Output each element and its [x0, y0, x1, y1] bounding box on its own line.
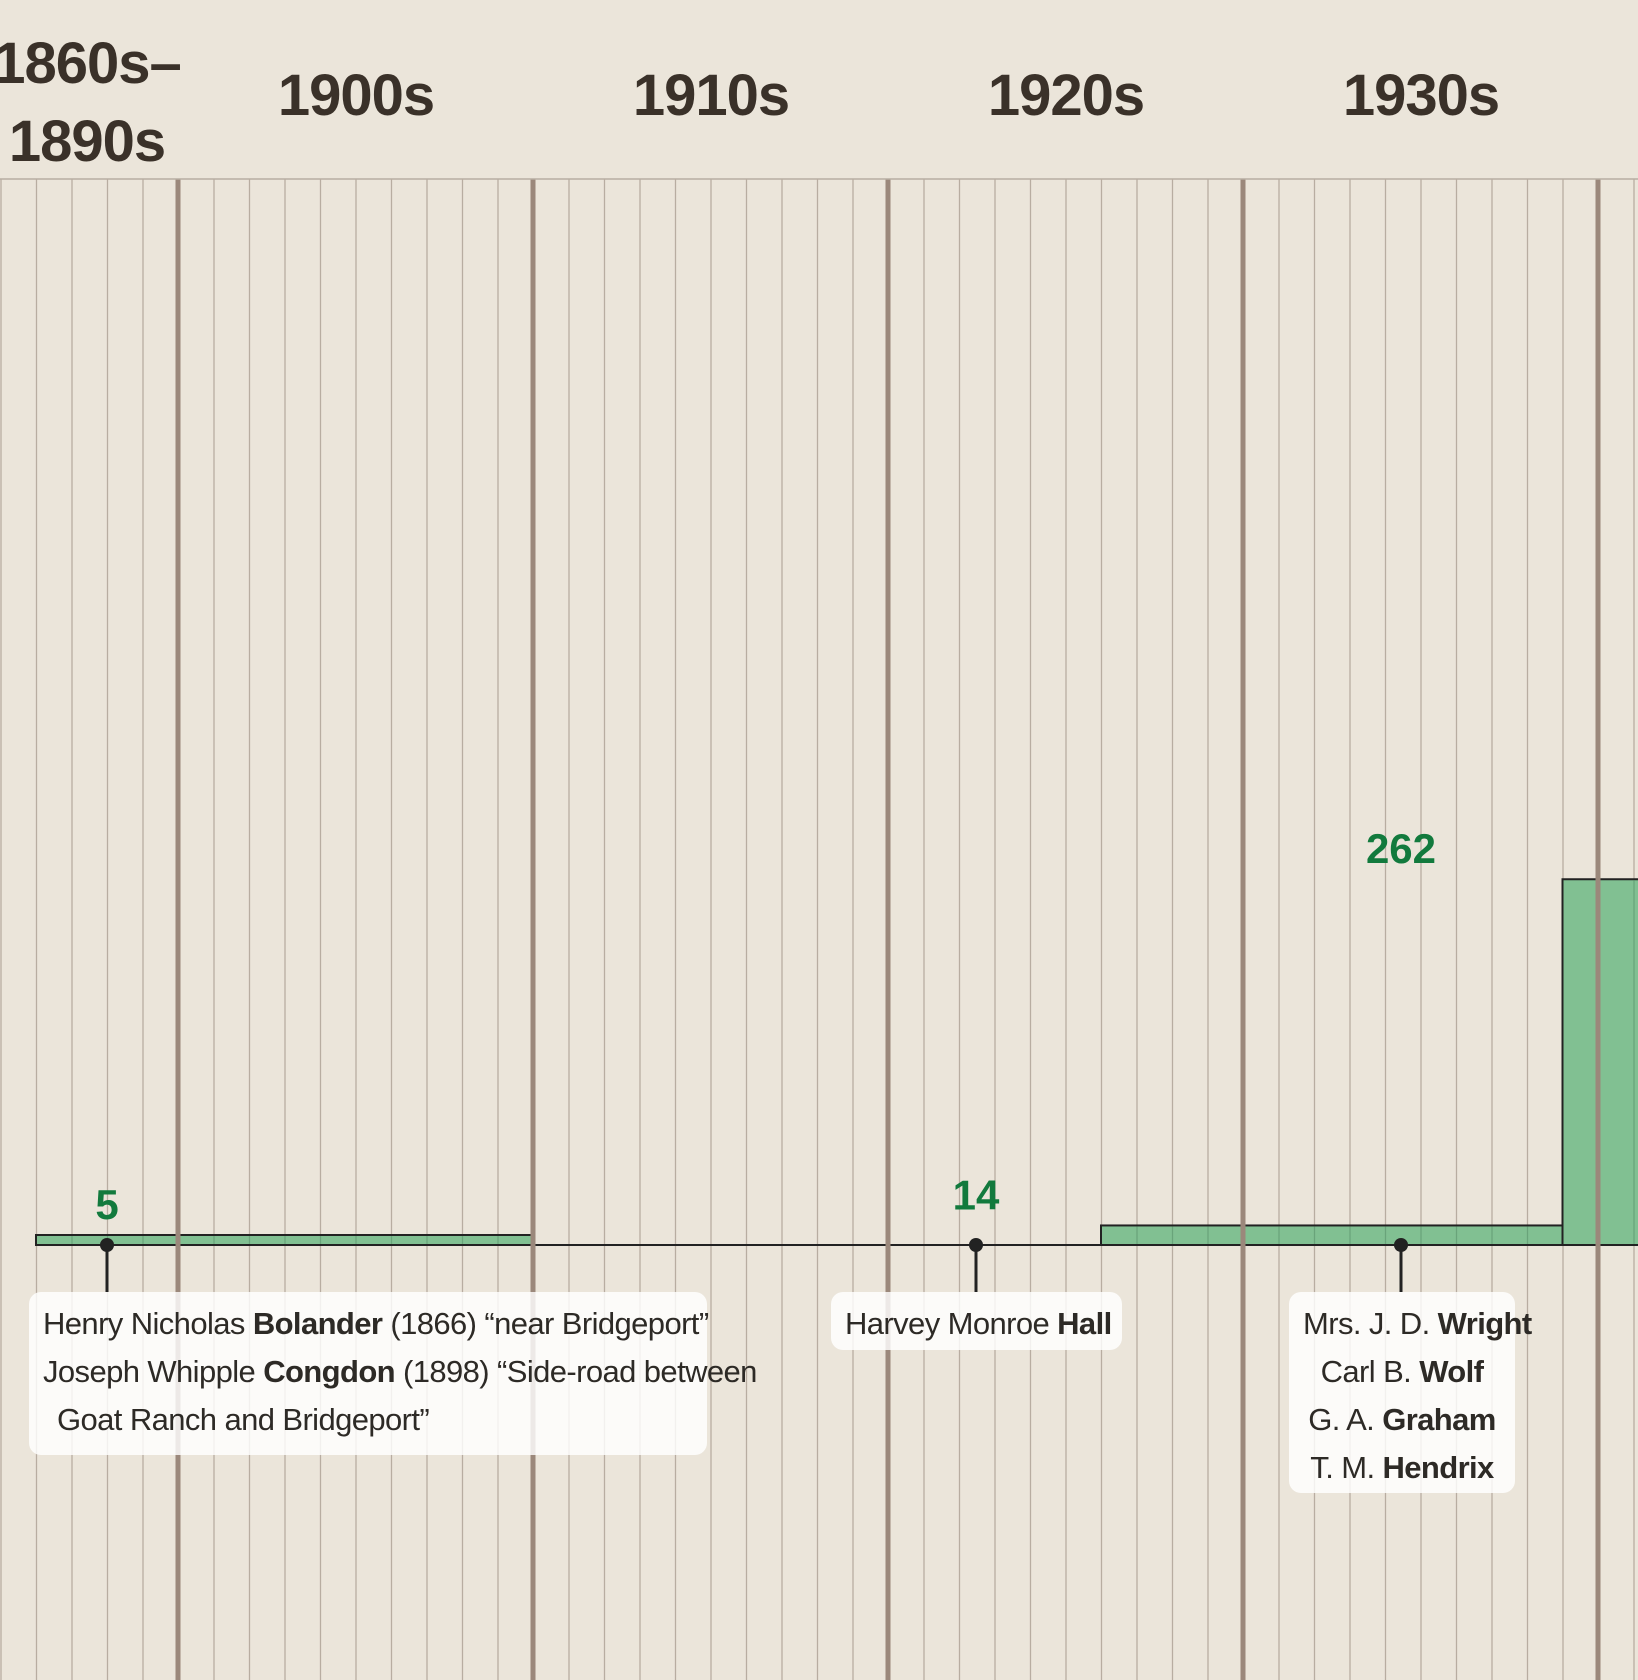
annotation-wright-wolf-graham-hendrix: Mrs. J. D. Wright Carl B. Wolf G. A. Graha… — [1289, 1292, 1532, 1493]
annotation-text: (1866) “near Bridgeport” — [382, 1306, 709, 1341]
collector-surname: Congdon — [263, 1354, 395, 1389]
value-labels: 5 14 262 — [95, 825, 1436, 1228]
value-label: 262 — [1366, 825, 1436, 872]
annotation-line: Mrs. J. D. Wright — [1303, 1300, 1532, 1348]
annotation-line: G. A. Graham — [1303, 1396, 1501, 1444]
collector-surname: Wolf — [1419, 1354, 1484, 1389]
annotation-text: Henry Nicholas — [43, 1306, 253, 1341]
annotation-line: Henry Nicholas Bolander (1866) “near Bri… — [43, 1300, 709, 1348]
collector-surname: Graham — [1382, 1402, 1496, 1437]
decade-label: 1900s — [278, 63, 434, 128]
decade-label: 1910s — [633, 63, 789, 128]
annotation-text: (1898) “Side-road between — [395, 1354, 757, 1389]
markers — [100, 1238, 1408, 1292]
annotation-line: Goat Ranch and Bridgeport” — [43, 1396, 693, 1444]
decade-header: 1860s– 1890s 1900s 1910s 1920s 1930s — [0, 0, 1638, 180]
collector-surname: Bolander — [252, 1306, 383, 1341]
decade-label-line: 1860s– — [0, 31, 181, 96]
decade-label-line: 1890s — [9, 109, 165, 174]
decade-label: 1930s — [1343, 63, 1499, 128]
annotation-hall: Harvey Monroe Hall — [831, 1292, 1122, 1350]
marker-dot — [100, 1238, 114, 1252]
annotation-text: Mrs. J. D. — [1303, 1306, 1438, 1341]
annotation-text: Carl B. — [1320, 1354, 1420, 1389]
annotation-bolander-congdon: Henry Nicholas Bolander (1866) “near Bri… — [29, 1292, 757, 1455]
marker-dot — [1394, 1238, 1408, 1252]
annotation-line: T. M. Hendrix — [1303, 1444, 1501, 1492]
collector-surname: Wright — [1437, 1306, 1533, 1341]
annotation-text: Harvey Monroe — [845, 1306, 1058, 1341]
marker-dot — [969, 1238, 983, 1252]
annotation-line: Joseph Whipple Congdon (1898) “Side-road… — [43, 1348, 757, 1396]
collector-surname: Hall — [1057, 1306, 1112, 1341]
annotation-text: T. M. — [1310, 1450, 1383, 1485]
annotation-text: Joseph Whipple — [43, 1354, 264, 1389]
decade-label: 1920s — [988, 63, 1144, 128]
annotation-line: Carl B. Wolf — [1303, 1348, 1501, 1396]
collector-surname: Hendrix — [1382, 1450, 1494, 1485]
annotation-text: G. A. — [1308, 1402, 1383, 1437]
bar-1910s-1920s — [1100, 1224, 1564, 1247]
value-label: 14 — [953, 1171, 1000, 1218]
annotation-text: Goat Ranch and Bridgeport” — [57, 1402, 430, 1437]
value-label: 5 — [95, 1181, 118, 1228]
annotation-line: Harvey Monroe Hall — [845, 1300, 1112, 1348]
header-band — [0, 0, 1638, 179]
